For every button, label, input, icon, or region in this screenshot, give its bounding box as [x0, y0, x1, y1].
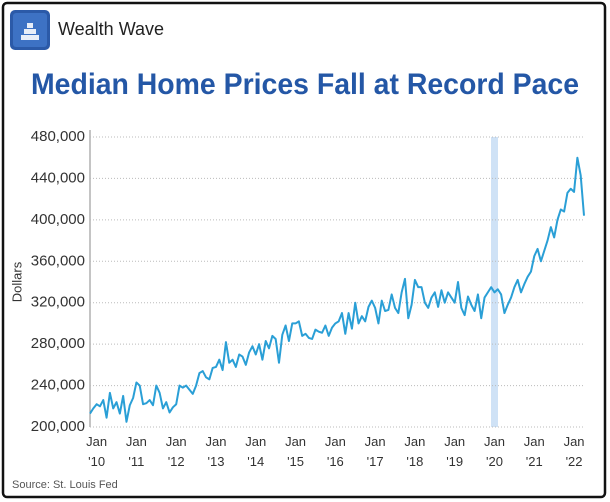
shaded-period [491, 137, 498, 427]
y-tick-label: 400,000 [31, 211, 85, 228]
y-tick-label: 280,000 [31, 335, 85, 352]
x-tick-label: Jan '18 [404, 434, 426, 469]
x-tick-label: Jan '10 [86, 434, 108, 469]
y-tick-label: 240,000 [31, 377, 85, 394]
y-tick-label: 320,000 [31, 294, 85, 311]
y-tick-label: 200,000 [31, 418, 85, 435]
x-tick-label: Jan '22 [563, 434, 585, 469]
x-tick-label: Jan '13 [205, 434, 227, 469]
line-series [89, 156, 585, 423]
x-tick-label: Jan '14 [245, 434, 267, 469]
logo [10, 10, 50, 50]
x-tick-label: Jan '11 [125, 434, 147, 469]
x-tick-label: Jan '15 [285, 434, 307, 469]
x-tick-label: Jan '12 [165, 434, 187, 469]
source: Source: St. Louis Fed [12, 479, 118, 491]
y-tick-label: 440,000 [31, 169, 85, 186]
y-tick-label: 360,000 [31, 252, 85, 269]
x-tick-label: Jan '16 [324, 434, 346, 469]
y-tick-label: 480,000 [31, 128, 85, 145]
chart-title: Median Home Prices Fall at Record Pace [31, 68, 579, 101]
x-tick-label: Jan '19 [444, 434, 466, 469]
x-tick-label: Jan '20 [483, 434, 505, 469]
x-tick-label: Jan '17 [364, 434, 386, 469]
x-tick-label: Jan '21 [523, 434, 545, 469]
brand: Wealth Wave [58, 19, 164, 39]
y-axis-label: Dollars [9, 261, 24, 302]
